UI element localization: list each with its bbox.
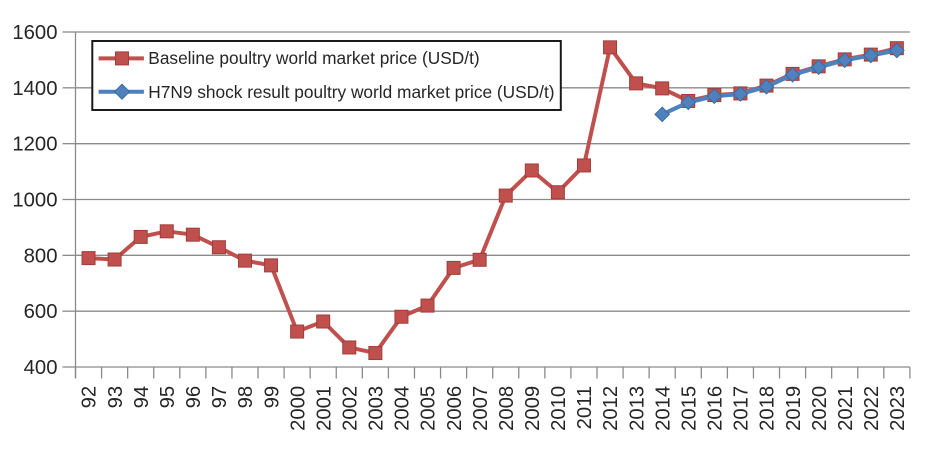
svg-text:2008: 2008 [496,386,518,431]
svg-text:2002: 2002 [339,386,361,431]
svg-text:99: 99 [261,386,283,409]
svg-text:2000: 2000 [287,386,309,431]
svg-text:2015: 2015 [678,386,700,431]
svg-text:98: 98 [235,386,257,409]
svg-text:600: 600 [24,301,58,323]
svg-text:2004: 2004 [392,386,414,431]
svg-text:2019: 2019 [783,386,805,431]
svg-text:2022: 2022 [861,386,883,431]
svg-text:2012: 2012 [600,386,622,431]
svg-text:2020: 2020 [809,386,831,431]
svg-text:2014: 2014 [652,386,674,431]
svg-text:Baseline poultry world market: Baseline poultry world market price (USD… [148,48,479,68]
svg-text:H7N9 shock result poultry worl: H7N9 shock result poultry world market p… [148,82,554,102]
svg-text:2013: 2013 [626,386,648,431]
svg-text:1200: 1200 [12,134,57,156]
svg-text:400: 400 [24,357,58,379]
svg-text:96: 96 [183,386,205,409]
svg-text:2016: 2016 [705,386,727,431]
svg-text:2003: 2003 [366,386,388,431]
svg-text:2009: 2009 [522,386,544,431]
svg-text:2021: 2021 [835,386,857,431]
svg-text:2010: 2010 [548,386,570,431]
svg-text:1600: 1600 [12,22,57,44]
svg-text:2005: 2005 [418,386,440,431]
svg-text:800: 800 [24,245,58,267]
svg-text:2011: 2011 [574,386,596,430]
svg-text:97: 97 [209,386,231,409]
svg-text:1000: 1000 [12,190,57,212]
svg-text:94: 94 [131,386,153,409]
svg-text:92: 92 [79,386,101,409]
svg-text:2001: 2001 [313,386,335,431]
svg-text:2007: 2007 [470,386,492,431]
svg-text:95: 95 [157,386,179,409]
svg-text:93: 93 [105,386,127,409]
svg-text:2018: 2018 [757,386,779,431]
svg-text:2006: 2006 [444,386,466,431]
svg-text:2017: 2017 [731,386,753,431]
svg-text:2023: 2023 [887,386,909,431]
svg-text:1400: 1400 [12,78,57,100]
